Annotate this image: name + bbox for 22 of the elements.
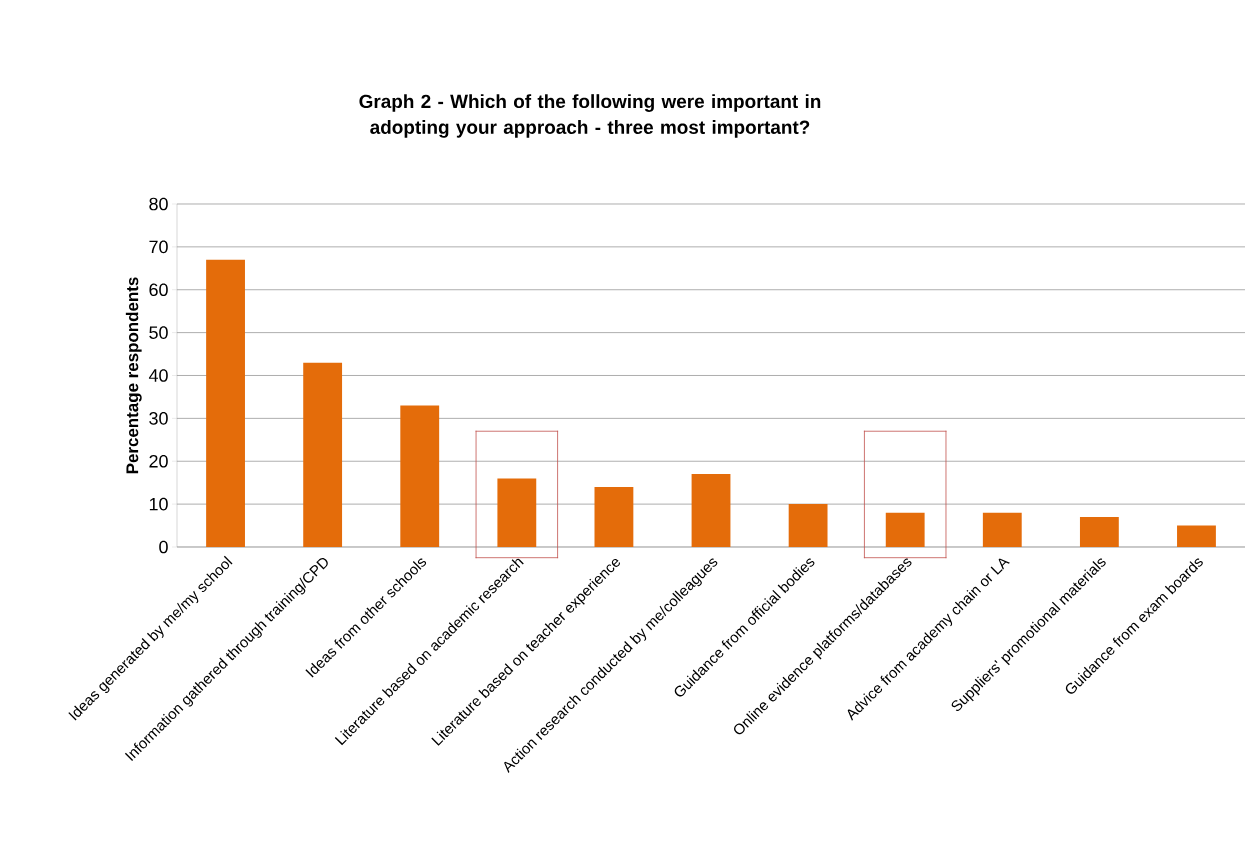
y-tick-label: 10 (149, 497, 168, 511)
bar (691, 474, 731, 547)
bar (885, 512, 925, 547)
y-tick-label: 30 (149, 412, 168, 425)
bar (1079, 516, 1119, 547)
bar (594, 486, 634, 547)
y-tick-label: 60 (149, 283, 168, 297)
bar (400, 405, 440, 547)
y-tick-label: 0 (159, 540, 168, 554)
y-axis-title: Percentage respondents (125, 277, 142, 474)
bar (303, 362, 343, 547)
bar (788, 504, 828, 547)
bar (1177, 525, 1216, 547)
bar (206, 259, 245, 547)
y-tick-label: 50 (149, 326, 168, 339)
chart-title: Graph 2 - Which of the following were important in adopting your approach - three most important? (359, 94, 821, 138)
bar (982, 512, 1022, 547)
y-tick-label: 20 (149, 454, 168, 468)
bar (497, 478, 537, 547)
y-tick-label: 40 (148, 369, 168, 382)
y-tick-label: 80 (149, 197, 168, 211)
y-tick-label: 70 (149, 240, 168, 254)
